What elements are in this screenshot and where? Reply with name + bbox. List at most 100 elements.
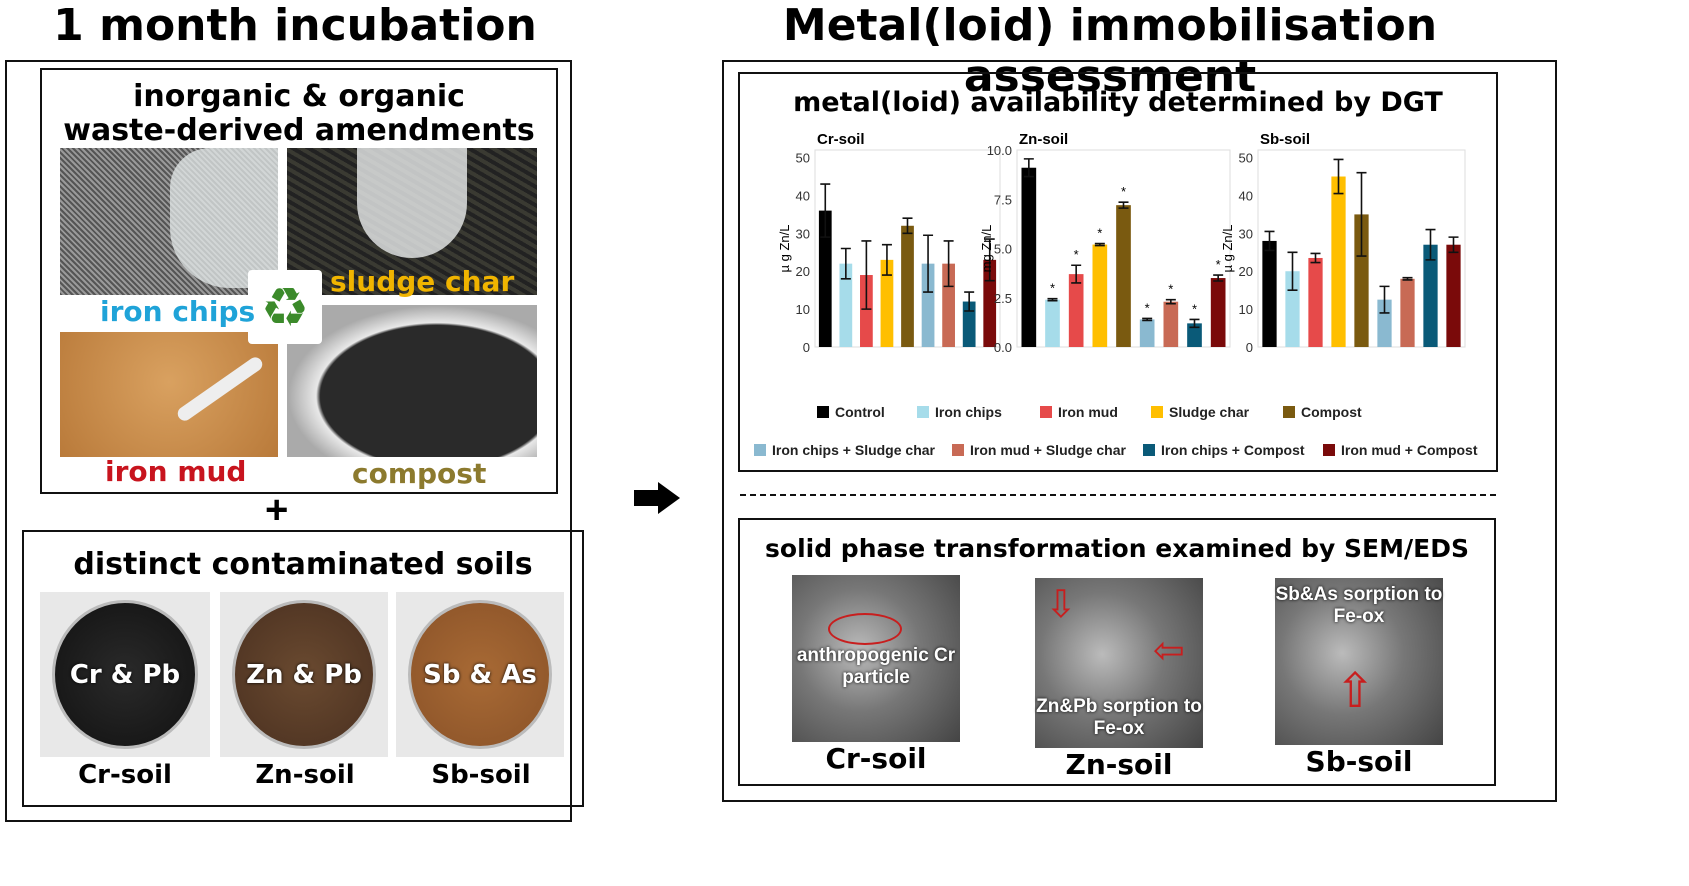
error-bar — [1165, 298, 1176, 305]
amendments-heading: inorganic & organic waste-derived amendme… — [40, 80, 558, 148]
arrow-down-icon: ⇩ — [1045, 584, 1077, 626]
bar — [1308, 257, 1323, 347]
y-axis-label: µ g Zn/L — [777, 225, 792, 273]
bar — [818, 210, 832, 347]
legend-item: Iron mud + Compost — [1323, 442, 1478, 458]
legend-swatch — [952, 444, 964, 456]
error-bar — [1142, 317, 1153, 322]
legend-label: Control — [835, 404, 885, 420]
compost-photo — [287, 305, 537, 457]
sb-soil-sem-label: Sb-soil — [1305, 745, 1413, 778]
y-tick-label: 10.0 — [987, 143, 1012, 158]
chart-title: Zn-soil — [1019, 131, 1068, 148]
y-tick-label: 5.0 — [994, 242, 1012, 257]
bar — [1068, 274, 1084, 347]
error-bar — [1264, 230, 1275, 252]
error-bar — [1071, 264, 1082, 284]
bar — [860, 275, 873, 347]
error-bar — [1425, 228, 1436, 261]
error-bar — [1287, 251, 1298, 291]
amendments-heading-line1: inorganic & organic — [133, 79, 465, 114]
chart-title: Sb-soil — [1260, 131, 1310, 148]
error-bar — [964, 291, 975, 312]
error-bar — [1213, 274, 1224, 282]
sem-heading: solid phase transformation examined by S… — [765, 534, 1469, 563]
cr-soil-sem-image: anthropogenic Cr particle — [792, 575, 960, 742]
significance-star: * — [1192, 301, 1197, 316]
error-bar — [902, 217, 913, 235]
y-tick-label: 2.5 — [994, 291, 1012, 306]
y-tick-label: 10 — [1239, 302, 1253, 317]
y-tick-label: 20 — [1239, 264, 1253, 279]
legend-item: Iron chips + Compost — [1143, 442, 1305, 458]
y-tick-label: 0.0 — [994, 340, 1012, 355]
cr-soil-label: Cr-soil — [78, 760, 172, 790]
cr-soil-dish-label: Cr & Pb — [69, 659, 181, 690]
soils-heading: distinct contaminated soils — [73, 547, 533, 582]
bar — [1331, 176, 1346, 347]
bar — [1163, 301, 1179, 347]
y-tick-label: 30 — [1239, 226, 1253, 241]
iron-chips-label: iron chips — [100, 295, 256, 328]
y-tick-label: 0 — [1246, 340, 1253, 355]
bar — [942, 263, 955, 347]
bar — [1423, 244, 1438, 347]
error-bar — [1333, 158, 1344, 195]
zn-soil-dish: Zn & Pb — [220, 592, 388, 757]
legend-label: Iron chips + Compost — [1161, 442, 1305, 458]
legend-label: Iron chips — [935, 404, 1002, 420]
error-bar — [1118, 201, 1129, 209]
y-tick-label: 40 — [796, 188, 810, 203]
legend-label: Iron mud — [1058, 404, 1118, 420]
legend-label: Iron mud + Compost — [1341, 442, 1478, 458]
bar — [839, 263, 853, 347]
amendments-heading-line2: waste-derived amendments — [63, 113, 535, 148]
y-tick-label: 50 — [1239, 151, 1253, 166]
bar — [983, 259, 997, 347]
y-tick-label: 50 — [796, 151, 810, 166]
right-arrow-icon — [634, 482, 680, 514]
legend-label: Compost — [1301, 404, 1362, 420]
bar — [880, 259, 894, 347]
legend-label: Iron mud + Sludge char — [970, 442, 1126, 458]
significance-star: * — [1050, 281, 1055, 296]
recycle-icon: ♻ — [248, 270, 322, 344]
significance-star: * — [1216, 257, 1221, 272]
significance-star: * — [1074, 247, 1079, 262]
sb-soil-dish: Sb & As — [396, 592, 564, 757]
bar — [1210, 278, 1226, 347]
legend-item: Compost — [1283, 404, 1362, 420]
legend-swatch — [1143, 444, 1155, 456]
legend-swatch — [1323, 444, 1335, 456]
bar — [1377, 299, 1392, 347]
error-bar — [820, 183, 831, 238]
significance-star: * — [1097, 226, 1102, 241]
legend-swatch — [917, 406, 929, 418]
error-bar — [861, 240, 872, 310]
bar — [1446, 244, 1461, 347]
legend-swatch — [1040, 406, 1052, 418]
cr-soil-sem-label: Cr-soil — [825, 742, 927, 775]
y-axis-label: mg Zn/L — [979, 225, 994, 273]
legend-swatch — [1283, 406, 1295, 418]
sludge-char-label: sludge char — [330, 265, 515, 298]
sem-panel — [738, 518, 1496, 786]
iron-mud-label: iron mud — [105, 455, 247, 488]
legend-swatch — [817, 406, 829, 418]
y-tick-label: 30 — [796, 226, 810, 241]
bar — [1400, 278, 1415, 347]
legend-swatch — [754, 444, 766, 456]
y-tick-label: 7.5 — [994, 192, 1012, 207]
legend-item: Control — [817, 404, 885, 420]
incubation-panel — [5, 60, 572, 822]
sludge-char-photo — [287, 148, 537, 295]
legend-label: Iron chips + Sludge char — [772, 442, 935, 458]
plus-sign: + — [265, 488, 289, 532]
bar — [1187, 323, 1202, 347]
error-bar — [923, 234, 934, 293]
legend-item: Iron chips — [917, 404, 1002, 420]
zn-soil-dish-label: Zn & Pb — [246, 659, 362, 690]
error-bar — [881, 243, 892, 276]
error-bar — [1310, 252, 1321, 264]
bar — [1139, 319, 1155, 347]
